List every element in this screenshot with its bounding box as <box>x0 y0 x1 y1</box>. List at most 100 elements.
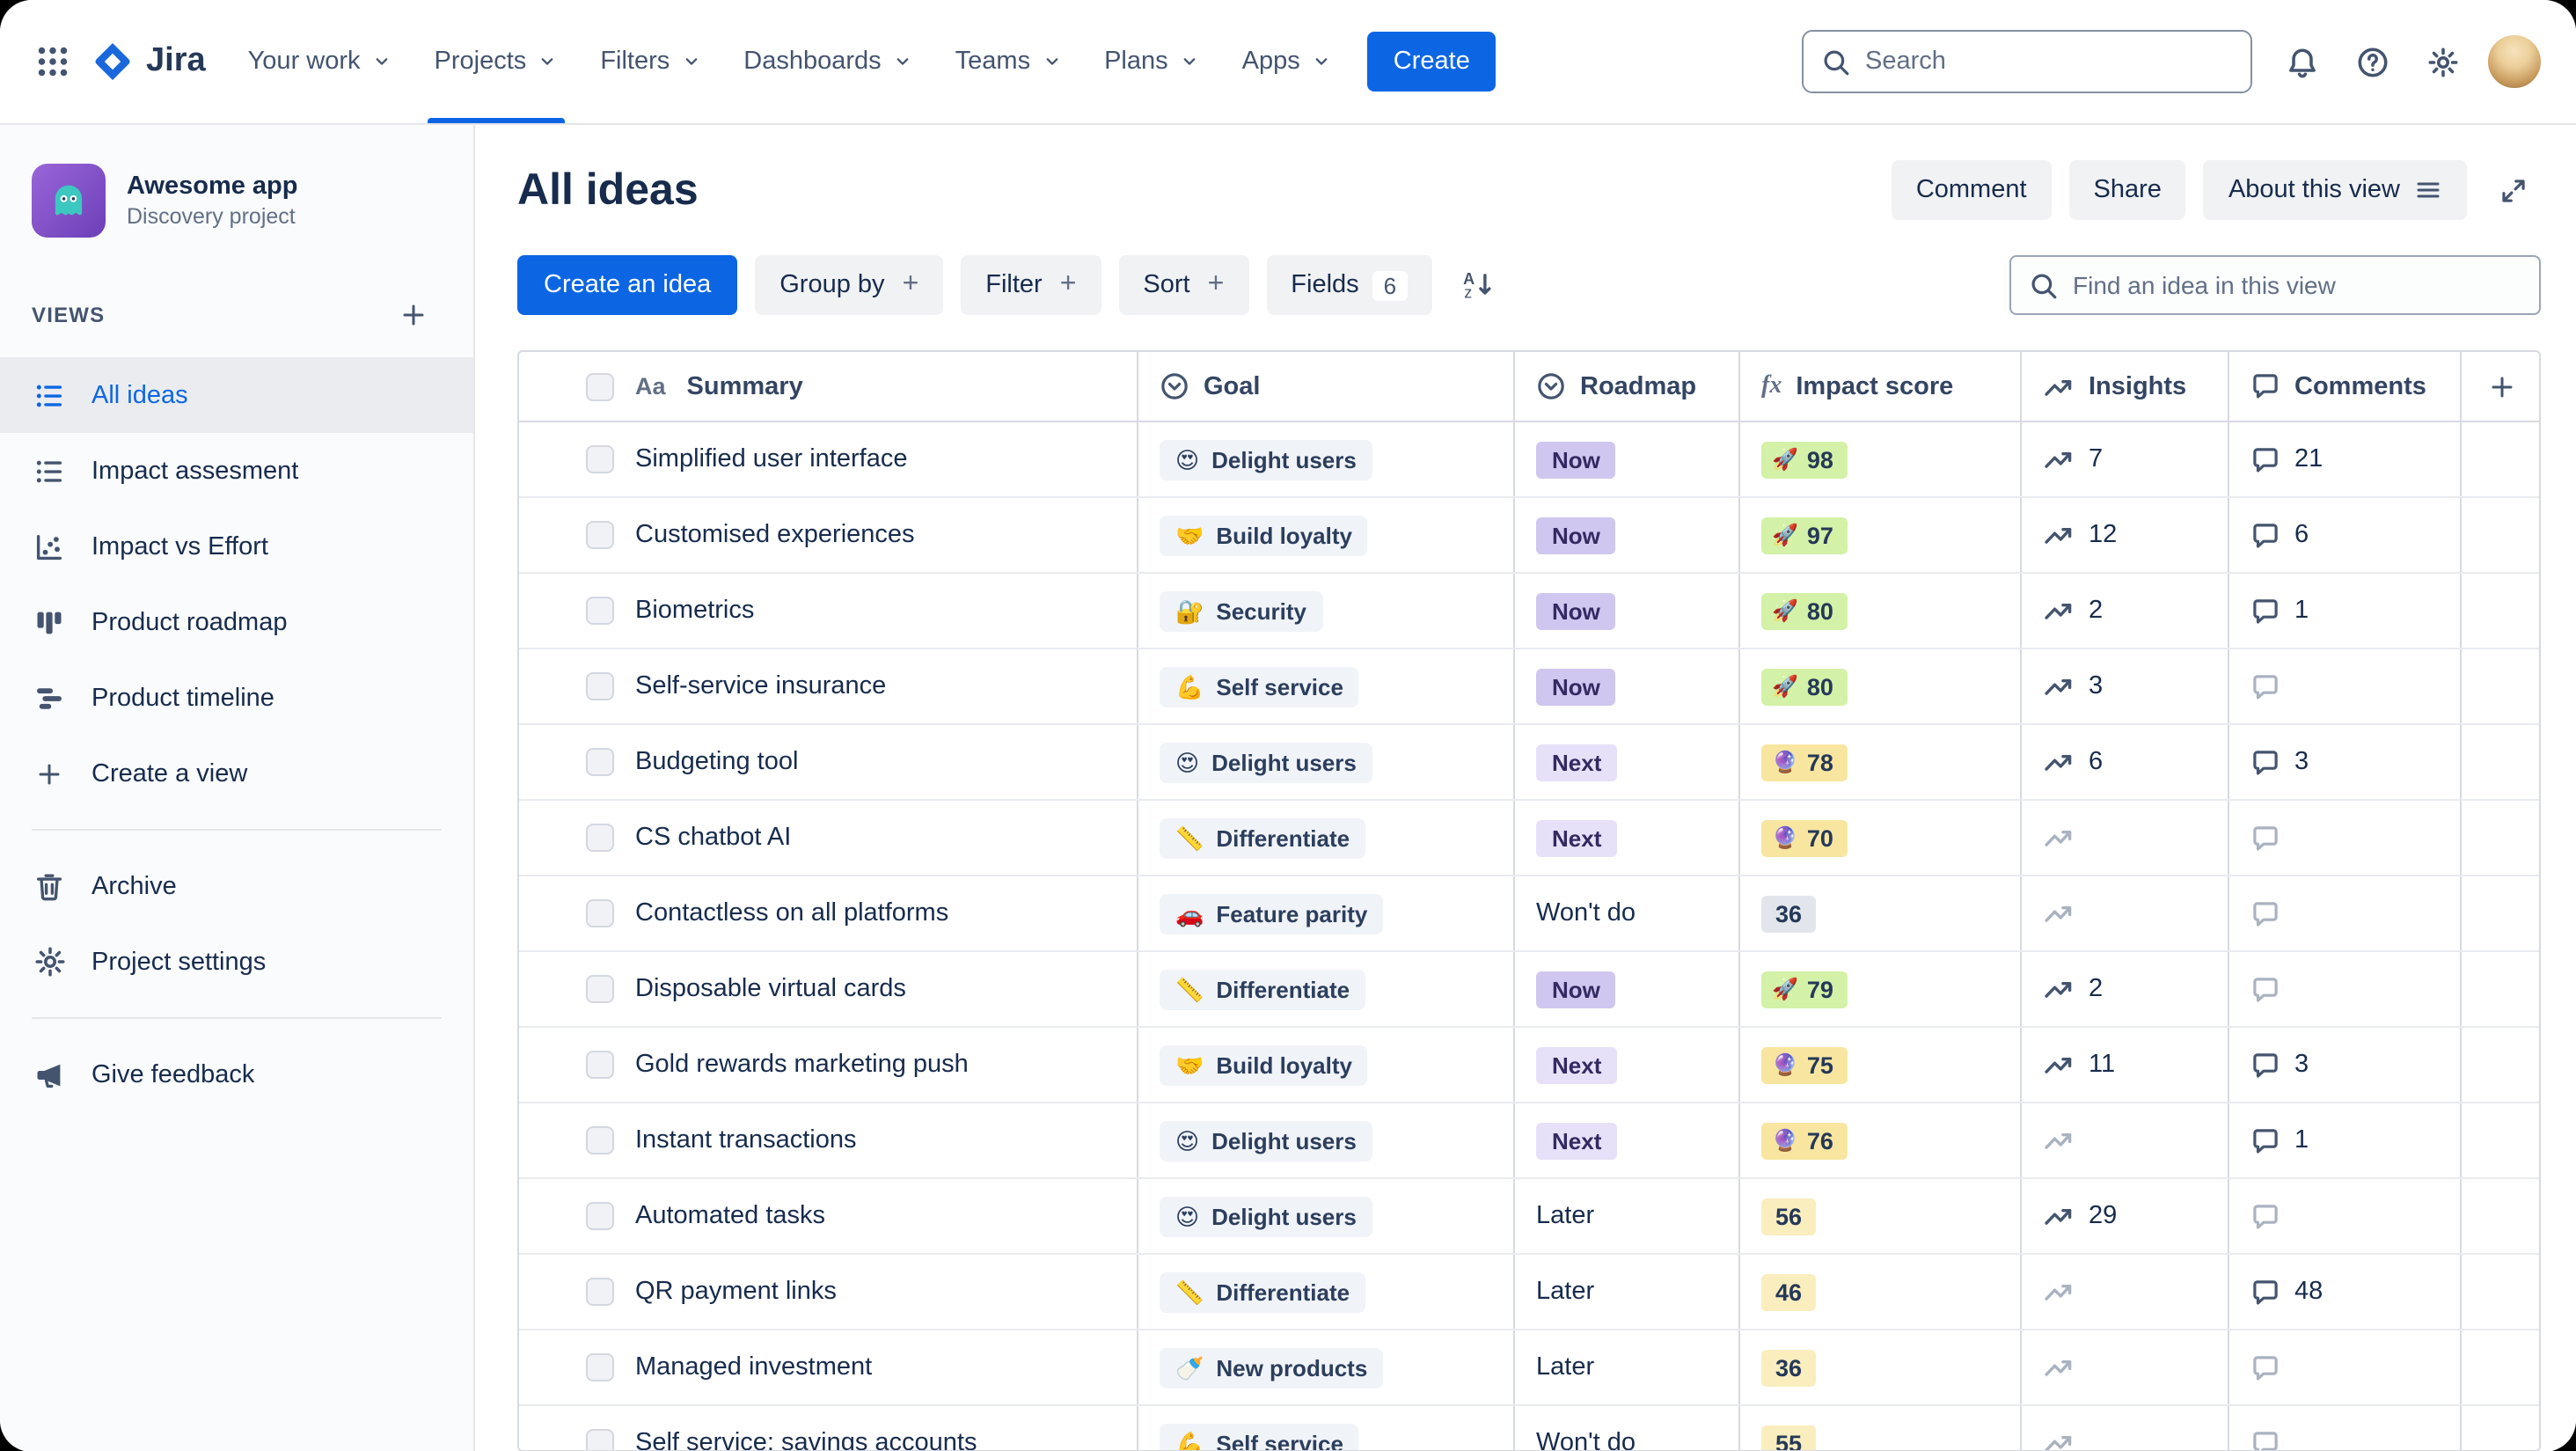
impact-score-cell[interactable]: 55 <box>1740 1406 2022 1450</box>
table-row[interactable]: Self-service insurance 💪 Self service Now 🚀 8… <box>519 649 2539 725</box>
column-header-comments[interactable]: Comments <box>2229 352 2462 421</box>
nav-item-apps[interactable]: Apps <box>1221 0 1353 123</box>
comments-cell[interactable] <box>2229 801 2462 875</box>
summary-cell[interactable]: CS chatbot AI <box>519 801 1138 875</box>
comments-cell[interactable] <box>2229 649 2462 723</box>
table-row[interactable]: Managed investment 🍼 New products Later 36 <box>519 1330 2539 1406</box>
roadmap-cell[interactable]: Later <box>1515 1330 1740 1404</box>
summary-cell[interactable]: Simplified user interface <box>519 422 1138 496</box>
sidebar-item-project-settings[interactable]: Project settings <box>0 924 473 1000</box>
impact-score-cell[interactable]: 46 <box>1740 1255 2022 1329</box>
goal-cell[interactable]: 🤝 Build loyalty <box>1138 1028 1515 1102</box>
row-checkbox[interactable] <box>586 1202 614 1230</box>
insights-cell[interactable] <box>2022 801 2229 875</box>
summary-cell[interactable]: Gold rewards marketing push <box>519 1028 1138 1102</box>
goal-cell[interactable]: 📏 Differentiate <box>1138 1255 1515 1329</box>
insights-cell[interactable] <box>2022 1406 2229 1450</box>
expand-view-button[interactable] <box>2485 162 2541 218</box>
goal-cell[interactable]: 😍 Delight users <box>1138 422 1515 496</box>
impact-score-cell[interactable]: 🚀 97 <box>1740 498 2022 572</box>
roadmap-cell[interactable]: Next <box>1515 725 1740 799</box>
summary-cell[interactable]: Instant transactions <box>519 1103 1138 1177</box>
sidebar-item-give-feedback[interactable]: Give feedback <box>0 1037 473 1112</box>
add-field-button[interactable] <box>2462 352 2539 421</box>
create-idea-button[interactable]: Create an idea <box>517 255 738 315</box>
row-checkbox[interactable] <box>586 748 614 776</box>
insights-cell[interactable]: 7 <box>2022 422 2229 496</box>
table-row[interactable]: Biometrics 🔐 Security Now 🚀 80 2 1 <box>519 574 2539 649</box>
goal-cell[interactable]: 💪 Self service <box>1138 649 1515 723</box>
goal-cell[interactable]: 📏 Differentiate <box>1138 801 1515 875</box>
row-checkbox[interactable] <box>586 899 614 927</box>
insights-cell[interactable]: 29 <box>2022 1179 2229 1253</box>
column-header-insights[interactable]: Insights <box>2022 352 2229 421</box>
impact-score-cell[interactable]: 36 <box>1740 1330 2022 1404</box>
roadmap-cell[interactable]: Won't do <box>1515 876 1740 950</box>
goal-cell[interactable]: 😍 Delight users <box>1138 1179 1515 1253</box>
summary-cell[interactable]: Customised experiences <box>519 498 1138 572</box>
roadmap-cell[interactable]: Now <box>1515 422 1740 496</box>
table-row[interactable]: Instant transactions 😍 Delight users Next 🔮 7… <box>519 1103 2539 1179</box>
comments-cell[interactable]: 48 <box>2229 1255 2462 1329</box>
insights-cell[interactable] <box>2022 1103 2229 1177</box>
sidebar-item-all-ideas[interactable]: All ideas <box>0 357 473 433</box>
insights-cell[interactable]: 2 <box>2022 574 2229 648</box>
roadmap-cell[interactable]: Now <box>1515 498 1740 572</box>
impact-score-cell[interactable]: 🚀 80 <box>1740 649 2022 723</box>
insights-cell[interactable] <box>2022 1255 2229 1329</box>
impact-score-cell[interactable]: 🚀 80 <box>1740 574 2022 648</box>
insights-cell[interactable]: 12 <box>2022 498 2229 572</box>
table-row[interactable]: Self service: savings accounts 💪 Self serv… <box>519 1406 2539 1450</box>
row-checkbox[interactable] <box>586 672 614 700</box>
roadmap-cell[interactable]: Next <box>1515 1103 1740 1177</box>
comments-cell[interactable]: 3 <box>2229 725 2462 799</box>
global-search-input[interactable] <box>1865 48 2233 76</box>
row-checkbox[interactable] <box>586 1051 614 1079</box>
table-row[interactable]: Simplified user interface 😍 Delight users N… <box>519 422 2539 498</box>
summary-cell[interactable]: Self service: savings accounts <box>519 1406 1138 1450</box>
nav-item-your-work[interactable]: Your work <box>227 0 413 123</box>
insights-cell[interactable] <box>2022 1330 2229 1404</box>
summary-cell[interactable]: Disposable virtual cards <box>519 952 1138 1026</box>
impact-score-cell[interactable]: 🔮 76 <box>1740 1103 2022 1177</box>
summary-cell[interactable]: Self-service insurance <box>519 649 1138 723</box>
comments-cell[interactable]: 3 <box>2229 1028 2462 1102</box>
group-by-button[interactable]: Group by + <box>755 255 944 315</box>
sidebar-item-impact-assesment[interactable]: Impact assesment <box>0 433 473 509</box>
table-row[interactable]: CS chatbot AI 📏 Differentiate Next 🔮 70 <box>519 801 2539 876</box>
row-checkbox[interactable] <box>586 521 614 549</box>
project-header[interactable]: Awesome app Discovery project <box>0 164 473 238</box>
row-checkbox[interactable] <box>586 1278 614 1306</box>
goal-cell[interactable]: 💪 Self service <box>1138 1406 1515 1450</box>
about-this-view-button[interactable]: About this view <box>2203 160 2467 220</box>
roadmap-cell[interactable]: Later <box>1515 1255 1740 1329</box>
sort-button[interactable]: Sort + <box>1118 255 1249 315</box>
goal-cell[interactable]: 😍 Delight users <box>1138 1103 1515 1177</box>
column-header-summary[interactable]: Aa Summary <box>519 352 1138 421</box>
share-button[interactable]: Share <box>2068 160 2186 220</box>
insights-cell[interactable]: 11 <box>2022 1028 2229 1102</box>
app-switcher-icon[interactable] <box>25 33 81 90</box>
user-avatar[interactable] <box>2485 32 2544 92</box>
roadmap-cell[interactable]: Next <box>1515 1028 1740 1102</box>
summary-cell[interactable]: Biometrics <box>519 574 1138 648</box>
notifications-button[interactable] <box>2273 33 2330 90</box>
nav-item-filters[interactable]: Filters <box>579 0 722 123</box>
table-row[interactable]: Contactless on all platforms 🚗 Feature par… <box>519 876 2539 952</box>
goal-cell[interactable]: 📏 Differentiate <box>1138 952 1515 1026</box>
roadmap-cell[interactable]: Now <box>1515 952 1740 1026</box>
insights-cell[interactable] <box>2022 876 2229 950</box>
row-checkbox[interactable] <box>586 1126 614 1154</box>
jira-logo[interactable]: Jira <box>91 40 206 83</box>
row-checkbox[interactable] <box>586 824 614 852</box>
impact-score-cell[interactable]: 🔮 78 <box>1740 725 2022 799</box>
roadmap-cell[interactable]: Now <box>1515 649 1740 723</box>
impact-score-cell[interactable]: 🚀 98 <box>1740 422 2022 496</box>
impact-score-cell[interactable]: 🚀 79 <box>1740 952 2022 1026</box>
table-row[interactable]: Customised experiences 🤝 Build loyalty Now 🚀… <box>519 498 2539 574</box>
column-header-impact-score[interactable]: fx Impact score <box>1740 352 2022 421</box>
row-checkbox[interactable] <box>586 1429 614 1450</box>
global-search[interactable] <box>1802 30 2252 93</box>
select-all-checkbox[interactable] <box>586 372 614 400</box>
